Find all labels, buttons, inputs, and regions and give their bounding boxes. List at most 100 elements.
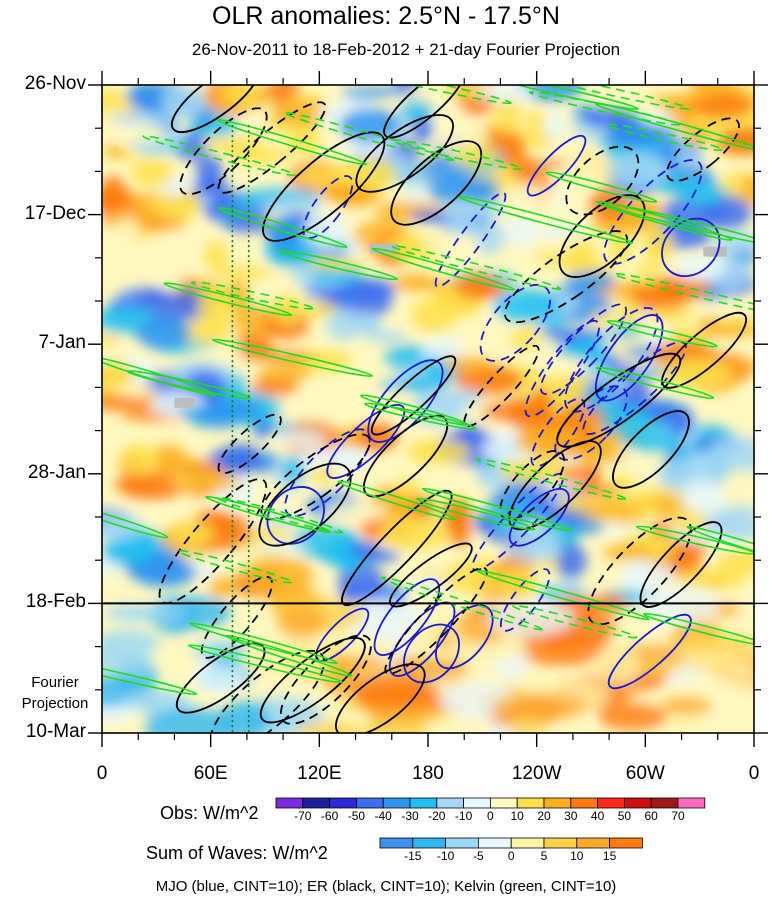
waves-colorbar-tick-label: 5 (540, 849, 548, 863)
obs-anomaly-cell (114, 122, 168, 144)
obs-anomaly-cell (397, 278, 439, 292)
wave-sum-cell (103, 603, 187, 623)
wave-sum-cell (485, 598, 575, 637)
obs-anomaly-cell (673, 254, 726, 282)
obs-anomaly-cell (380, 515, 451, 551)
kelvin-contour (187, 644, 343, 684)
kelvin-contour (282, 111, 455, 162)
obs-anomaly-cell (455, 365, 523, 395)
obs-anomaly-cell (102, 334, 120, 346)
waves-colorbar-label: Sum of Waves: W/m^2 (146, 843, 328, 863)
mjo-contour (508, 488, 570, 547)
kelvin-contour (604, 202, 754, 245)
obs-anomaly-cell (532, 332, 561, 366)
obs-anomaly-cell (581, 108, 635, 129)
obs-anomaly-cell (221, 85, 259, 106)
obs-anomaly-cell (141, 288, 213, 323)
waves-colorbar-box (543, 837, 578, 849)
obs-anomaly-cell (707, 436, 754, 472)
waves-colorbar-tick-label: -5 (473, 849, 484, 863)
er-contour (565, 145, 640, 216)
waves-colorbar-tick-label: 0 (507, 849, 515, 863)
obs-anomaly-cell (150, 456, 210, 470)
obs-anomaly-cell (413, 576, 447, 593)
fourier-projection-label: Fourier Projection (21, 674, 89, 712)
obs-anomaly-cell (444, 199, 479, 236)
y-tick-label: 28-Jan (27, 461, 86, 483)
obs-anomaly-cell (348, 541, 380, 559)
er-contour (209, 649, 325, 733)
wave-sum-cell (295, 721, 365, 733)
obs-anomaly-cell (326, 308, 361, 341)
mjo-contour (526, 134, 587, 197)
obs-colorbar-tick-label: -20 (428, 809, 446, 823)
kelvin-contour (216, 496, 344, 534)
er-contour (260, 433, 371, 521)
obs-anomaly-cell (243, 557, 314, 594)
missing-data-patch (703, 246, 727, 257)
er-contour (383, 85, 466, 139)
obs-colorbar-tick-label: -40 (374, 809, 392, 823)
kelvin-contour (205, 495, 332, 534)
obs-anomaly-cell (203, 137, 266, 153)
wave-sum-cell (144, 707, 232, 733)
waves-colorbar-tick-label: -15 (404, 849, 422, 863)
obs-anomaly-cell (333, 185, 377, 208)
obs-anomaly-cell (570, 447, 626, 463)
obs-anomaly-cell (475, 512, 497, 534)
obs-colorbar-box (275, 797, 304, 809)
obs-anomaly-cell (608, 153, 670, 187)
kelvin-contour (337, 480, 457, 521)
mjo-contour (326, 403, 406, 479)
obs-colorbar-box (597, 797, 625, 809)
obs-anomaly-cell (102, 538, 155, 565)
kelvin-contour (390, 139, 523, 171)
x-tick-label: 0 (748, 763, 760, 784)
contour-legend: MJO (blue, CINT=10); ER (black, CINT=10)… (155, 878, 617, 895)
obs-colorbar-box (570, 797, 598, 809)
obs-anomaly-cell (377, 379, 428, 392)
mjo-contour (434, 191, 507, 288)
obs-anomaly-cell (152, 187, 202, 222)
obs-colorbar-tick-label: 0 (487, 809, 494, 823)
waves-colorbar-tick-label: -10 (436, 849, 455, 863)
mjo-contour (302, 175, 354, 240)
obs-colorbar-box (355, 797, 384, 809)
obs-anomaly-cell (402, 176, 435, 188)
obs-anomaly-cell (195, 154, 223, 193)
wave-sum-cell (193, 666, 248, 694)
kelvin-contour (371, 247, 515, 291)
obs-colorbar-tick-label: -10 (454, 809, 473, 823)
x-tick-label: 60E (193, 763, 228, 784)
obs-anomaly-cell (681, 480, 726, 514)
obs-anomaly-cell (578, 503, 638, 517)
kelvin-contour (534, 85, 690, 110)
obs-anomaly-cell (502, 542, 562, 562)
kelvin-contour (177, 549, 293, 584)
obs-anomaly-cell (102, 358, 130, 391)
mjo-contour (266, 486, 325, 545)
er-contour (587, 516, 692, 626)
obs-colorbar-box (329, 797, 357, 809)
waves-colorbar-box (477, 837, 512, 849)
obs-colorbar-box (624, 797, 652, 809)
obs-anomaly-cell (741, 173, 754, 206)
obs-anomaly-cell (415, 440, 472, 464)
obs-anomaly-cell (524, 112, 547, 128)
er-contour (217, 101, 327, 194)
kelvin-contour (380, 576, 544, 631)
wave-sum-cell (492, 693, 586, 721)
er-contour (370, 355, 457, 436)
mjo-contour (471, 472, 565, 571)
kelvin-contour (476, 569, 650, 621)
obs-anomaly-cell (135, 316, 192, 349)
obs-anomaly-cell (561, 518, 605, 534)
obs-anomaly-cell (310, 464, 338, 484)
obs-anomaly-cell (628, 287, 674, 302)
obs-anomaly-cell (228, 148, 293, 165)
obs-anomaly-cell (352, 314, 381, 336)
obs-anomaly-cell (643, 308, 697, 321)
obs-anomaly-cell (591, 218, 646, 234)
wave-sum-cell (599, 703, 667, 731)
obs-anomaly-cell (114, 217, 141, 244)
